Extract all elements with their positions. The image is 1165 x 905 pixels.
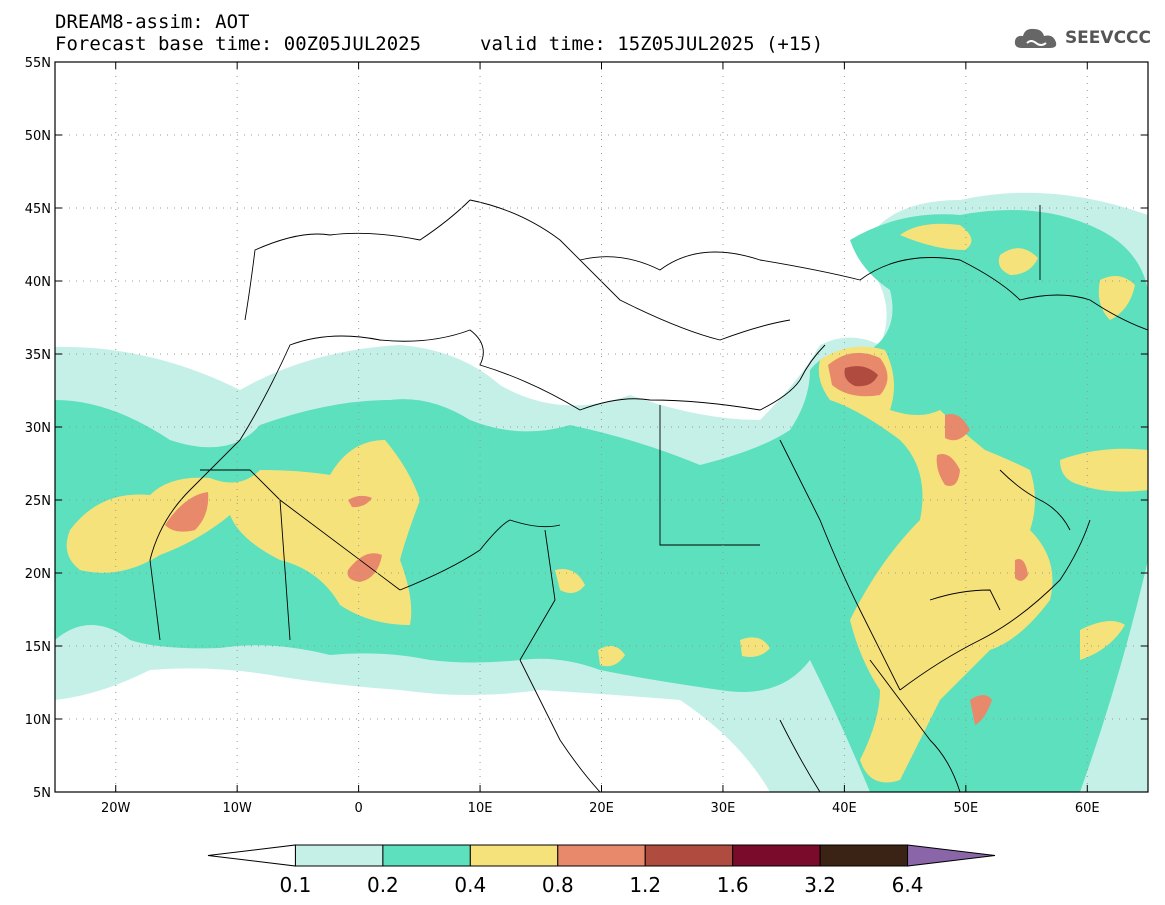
lat-tick-label: 5N <box>33 786 51 801</box>
colorbar-swatch <box>382 844 471 867</box>
lon-tick-label: 20E <box>589 801 614 816</box>
colorbar-level-label: 0.1 <box>280 873 312 897</box>
lat-tick-label: 35N <box>25 348 51 363</box>
lat-tick-label: 55N <box>25 56 51 71</box>
colorbar-level-label: 1.2 <box>629 873 661 897</box>
colorbar-swatch <box>557 844 646 867</box>
colorbar-swatch <box>294 844 384 867</box>
forecast-base-time: Forecast base time: 00Z05JUL2025 <box>55 33 422 55</box>
lon-tick-label: 50E <box>953 801 978 816</box>
lon-tick-label: 0 <box>354 801 362 816</box>
seevccc-logo: SEEVCCC <box>1012 24 1151 52</box>
colorbar-swatch <box>207 844 296 867</box>
lon-tick-label: 10E <box>468 801 493 816</box>
colorbar-swatch <box>907 844 996 867</box>
colorbar-level-label: 1.6 <box>717 873 749 897</box>
colorbar-level-label: 3.2 <box>804 873 836 897</box>
graticule <box>55 62 1148 792</box>
lat-tick-label: 45N <box>25 202 51 217</box>
colorbar-swatch <box>819 844 909 867</box>
lat-tick-label: 40N <box>25 275 51 290</box>
lon-tick-label: 30E <box>711 801 736 816</box>
lon-tick-label: 40E <box>832 801 857 816</box>
lon-tick-label: 10W <box>222 801 252 816</box>
lat-tick-label: 25N <box>25 494 51 509</box>
lon-tick-label: 20W <box>101 801 131 816</box>
colorbar-level-label: 6.4 <box>892 873 924 897</box>
colorbar-level-label: 0.8 <box>542 873 574 897</box>
lat-tick-label: 30N <box>25 421 51 436</box>
longitude-axis: 20W 10W 0 10E 20E 30E 40E 50E 60E <box>101 62 1100 816</box>
lat-tick-label: 20N <box>25 567 51 582</box>
map-title: DREAM8-assim: AOT <box>55 11 250 33</box>
latitude-axis: 55N 50N 45N 40N 35N 30N 25N 20N 15N 10N 5N <box>25 56 1148 801</box>
lat-tick-label: 15N <box>25 640 51 655</box>
colorbar-swatch <box>644 844 734 867</box>
colorbar-swatch <box>732 844 821 867</box>
country-borders <box>149 199 1148 792</box>
lon-tick-label: 60E <box>1075 801 1100 816</box>
cloud-icon <box>1014 28 1057 48</box>
colorbar-swatch <box>469 844 559 867</box>
colorbar-level-label: 0.4 <box>454 873 486 897</box>
valid-time: valid time: 15Z05JUL2025 (+15) <box>480 33 824 55</box>
lat-tick-label: 50N <box>25 129 51 144</box>
lat-tick-label: 10N <box>25 713 51 728</box>
logo-text: SEEVCCC <box>1064 28 1151 48</box>
aot-colorbar: 0.1 0.2 0.4 0.8 1.2 1.6 3.2 6.4 <box>207 844 996 897</box>
colorbar-level-label: 0.2 <box>367 873 399 897</box>
